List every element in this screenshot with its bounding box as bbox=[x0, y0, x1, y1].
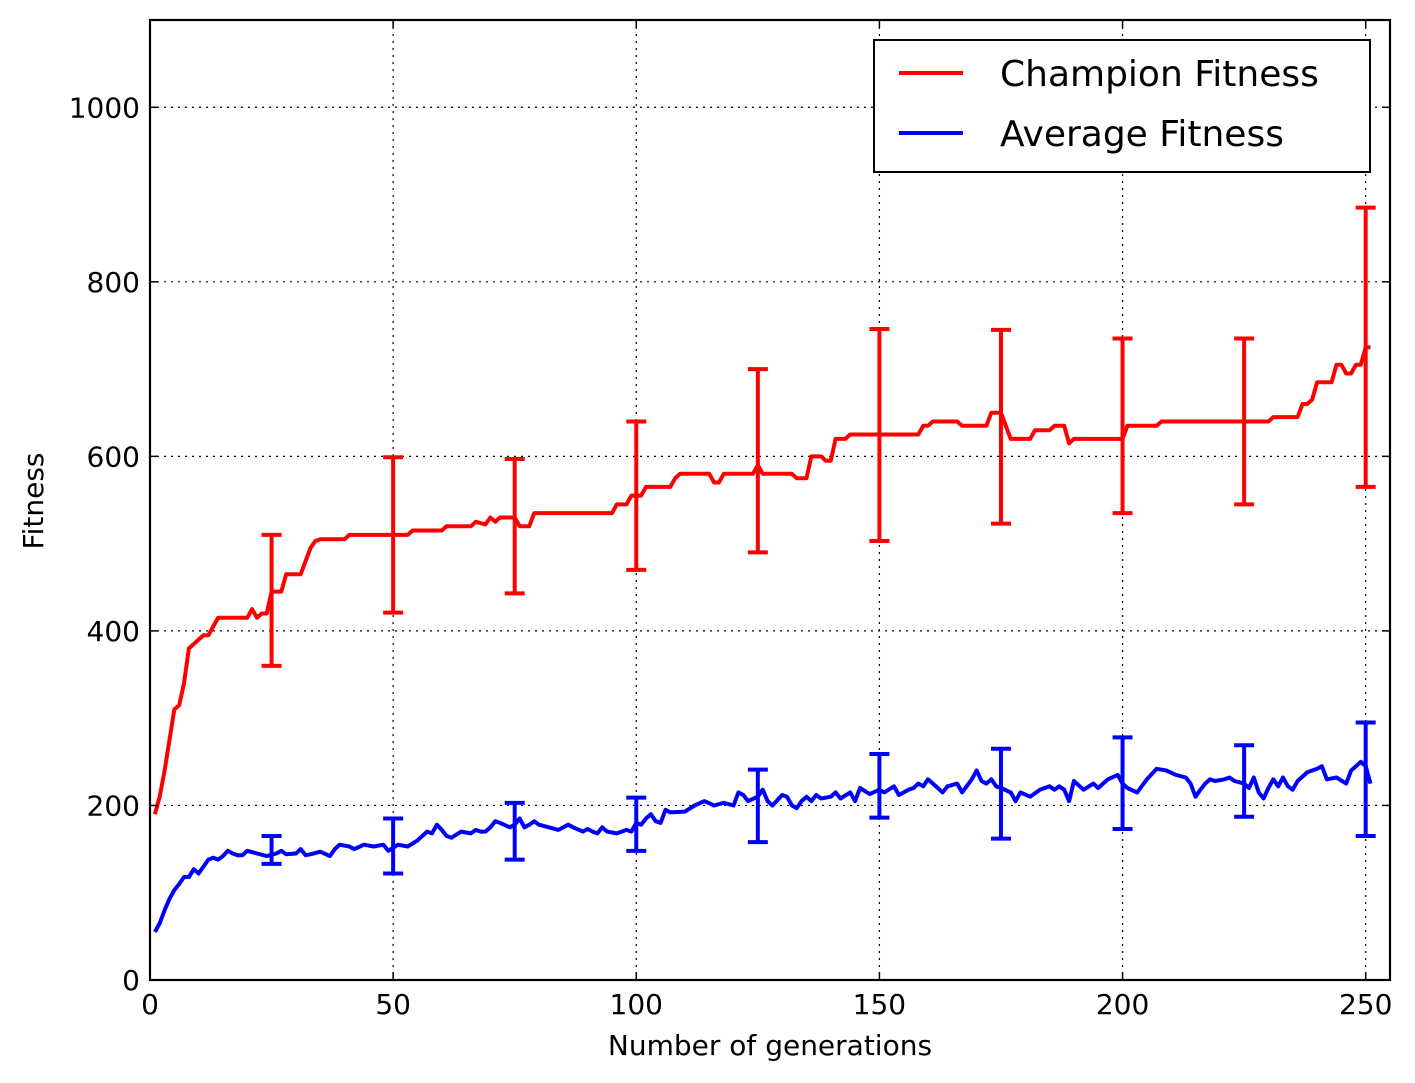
y-tick-label: 800 bbox=[87, 266, 140, 299]
legend-frame bbox=[873, 39, 1371, 173]
errorbar-average-fitness bbox=[1112, 735, 1133, 832]
y-tick-label: 0 bbox=[122, 964, 140, 997]
errorbar-average-fitness bbox=[869, 751, 890, 820]
series-champion-fitness bbox=[152, 205, 1376, 815]
x-tick-label: 0 bbox=[141, 988, 159, 1021]
errorbar-champion-fitness bbox=[261, 532, 282, 668]
errorbar-champion-fitness bbox=[869, 326, 890, 544]
errorbar-average-fitness bbox=[1355, 720, 1376, 838]
y-tick-label: 400 bbox=[87, 615, 140, 648]
x-axis-title: Number of generations bbox=[608, 1029, 932, 1062]
plot-frame bbox=[148, 18, 1392, 982]
errorbar-average-fitness bbox=[626, 795, 647, 853]
errorbar-champion-fitness bbox=[1355, 205, 1376, 489]
errorbar-average-fitness bbox=[990, 746, 1011, 841]
x-tick-label: 200 bbox=[1096, 988, 1149, 1021]
legend: Champion Fitness Average Fitness bbox=[873, 39, 1371, 173]
legend-label-champion-fitness: Champion Fitness bbox=[1000, 54, 1319, 95]
errorbar-average-fitness bbox=[261, 834, 282, 866]
x-tick-label: 50 bbox=[375, 988, 411, 1021]
axis-ticks: 0 50 100 150 200 250 0 200 400 600 800 1000 bbox=[69, 20, 1392, 1021]
errorbar-champion-fitness bbox=[504, 456, 525, 596]
errorbar-average-fitness bbox=[504, 800, 525, 862]
errorbar-champion-fitness bbox=[990, 327, 1011, 526]
series-average-fitness bbox=[153, 720, 1376, 933]
errorbar-champion-fitness bbox=[626, 419, 647, 572]
y-axis-title: Fitness bbox=[17, 453, 50, 550]
series-layer bbox=[152, 205, 1376, 933]
y-tick-label: 600 bbox=[87, 440, 140, 473]
legend-label-average-fitness: Average Fitness bbox=[1000, 114, 1284, 155]
series-line-average-fitness bbox=[153, 759, 1373, 933]
errorbar-champion-fitness bbox=[1234, 336, 1255, 507]
errorbar-average-fitness bbox=[747, 767, 768, 845]
x-tick-label: 150 bbox=[853, 988, 906, 1021]
x-tick-label: 100 bbox=[610, 988, 663, 1021]
x-tick-label: 250 bbox=[1339, 988, 1392, 1021]
errorbar-average-fitness bbox=[383, 816, 404, 876]
y-tick-label: 200 bbox=[87, 789, 140, 822]
y-tick-label: 1000 bbox=[69, 91, 140, 124]
errorbar-champion-fitness bbox=[747, 367, 768, 555]
series-line-champion-fitness bbox=[152, 345, 1371, 815]
errorbar-average-fitness bbox=[1234, 743, 1255, 819]
errorbar-champion-fitness bbox=[1112, 336, 1133, 516]
errorbar-champion-fitness bbox=[383, 455, 404, 615]
